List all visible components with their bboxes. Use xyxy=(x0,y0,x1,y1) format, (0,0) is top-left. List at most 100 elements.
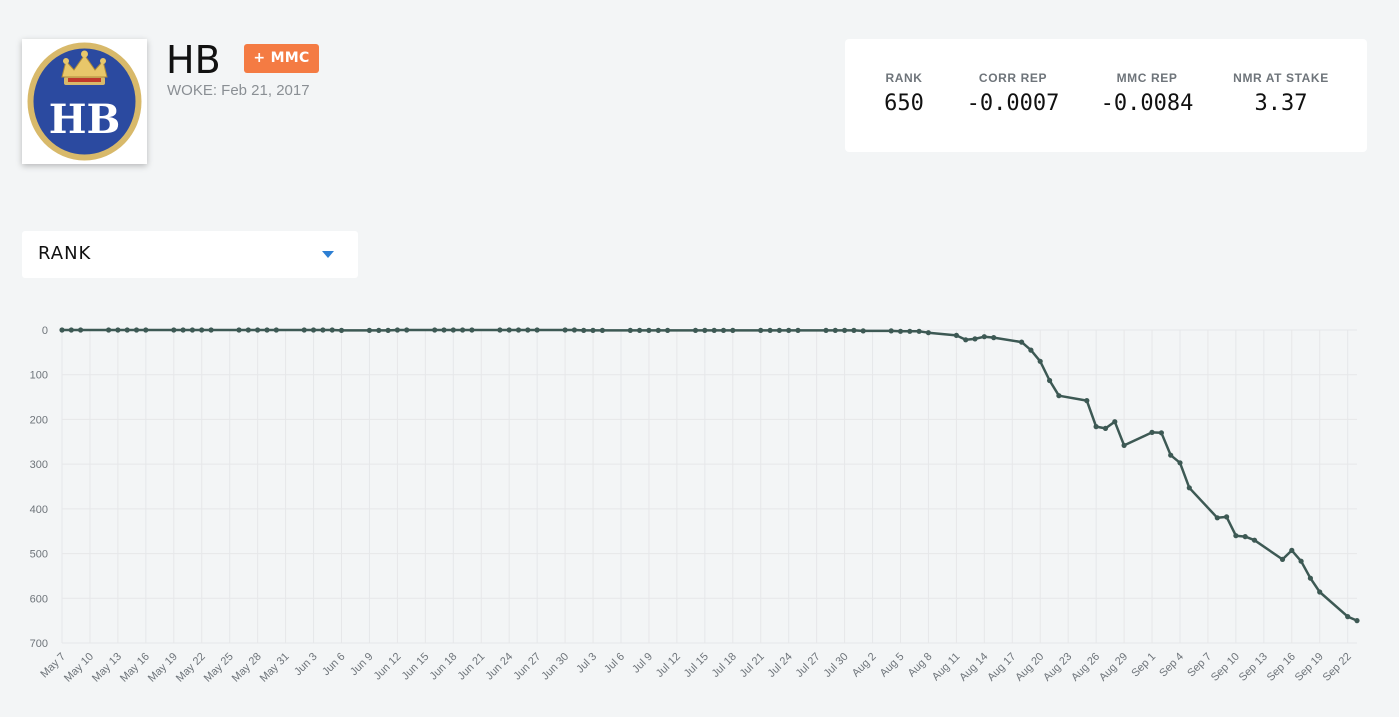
rank-point xyxy=(208,327,214,333)
x-tick-label: Aug 14 xyxy=(957,651,990,684)
x-tick-label: Jun 6 xyxy=(320,651,348,679)
x-tick-label: Aug 17 xyxy=(985,651,1018,684)
rank-point xyxy=(506,327,512,333)
rank-point xyxy=(692,327,699,333)
x-tick-label: Jun 12 xyxy=(372,651,404,683)
x-tick-label: Jul 12 xyxy=(654,651,683,680)
x-tick-label: Jun 21 xyxy=(456,651,488,683)
stat-rank-label: RANK xyxy=(885,71,923,85)
x-tick-label: May 28 xyxy=(230,651,264,685)
stat-nmr-at-stake: NMR AT STAKE 3.37 xyxy=(1225,71,1337,116)
rank-point xyxy=(581,327,587,333)
x-tick-label: Aug 5 xyxy=(878,651,907,680)
rank-point xyxy=(963,337,969,343)
rank-point xyxy=(590,327,596,333)
rank-point xyxy=(1298,558,1304,564)
x-tick-label: May 13 xyxy=(90,651,124,685)
x-tick-label: Sep 13 xyxy=(1237,651,1270,684)
rank-point xyxy=(972,336,978,342)
chevron-down-icon[interactable] xyxy=(322,251,334,258)
y-tick-label: 400 xyxy=(30,504,48,516)
rank-point xyxy=(1158,430,1164,436)
rank-point xyxy=(469,327,475,333)
rank-point xyxy=(1177,460,1183,466)
rank-point xyxy=(1307,575,1313,581)
x-tick-label: May 25 xyxy=(202,651,236,685)
rank-point xyxy=(730,327,736,333)
x-tick-label: Aug 2 xyxy=(850,651,879,680)
rank-point xyxy=(1242,534,1248,540)
rank-point xyxy=(1251,537,1258,543)
x-tick-label: Jul 24 xyxy=(766,651,795,680)
stat-mmc-rep-value: -0.0084 xyxy=(1100,91,1194,116)
rank-point xyxy=(776,327,783,333)
x-tick-label: Aug 29 xyxy=(1097,651,1130,684)
rank-point xyxy=(1102,425,1109,431)
stat-nmr-at-stake-label: NMR AT STAKE xyxy=(1233,71,1329,85)
rank-point xyxy=(264,327,270,333)
rank-point xyxy=(1056,393,1062,399)
rank-point xyxy=(1289,547,1295,553)
x-tick-label: May 19 xyxy=(146,651,180,685)
x-tick-label: Jun 18 xyxy=(428,651,460,683)
x-tick-label: Sep 16 xyxy=(1265,651,1298,684)
x-tick-label: Jul 21 xyxy=(738,651,767,680)
rank-point xyxy=(1093,424,1099,430)
rank-point xyxy=(637,327,643,333)
rank-point xyxy=(525,327,531,333)
rank-point xyxy=(767,327,773,333)
stat-corr-rep-label: CORR REP xyxy=(978,71,1048,85)
rank-point xyxy=(68,327,74,333)
rank-point xyxy=(832,327,838,333)
rank-line xyxy=(62,328,1358,622)
rank-point xyxy=(925,330,932,336)
rank-point xyxy=(338,327,345,333)
metric-select-value: RANK xyxy=(38,243,92,264)
rank-point xyxy=(1317,589,1323,595)
rank-point xyxy=(842,327,848,333)
rank-point xyxy=(888,328,894,334)
rank-point xyxy=(1028,347,1034,353)
rank-point xyxy=(515,327,522,333)
rank-point xyxy=(78,327,84,333)
rank-point xyxy=(1019,339,1025,345)
rank-point xyxy=(1214,515,1220,521)
metric-select[interactable]: RANK xyxy=(22,231,358,278)
x-tick-label: Jun 30 xyxy=(539,651,571,683)
y-tick-label: 200 xyxy=(30,414,48,426)
x-tick-label: Jul 6 xyxy=(602,651,627,676)
rank-point xyxy=(1186,485,1192,491)
model-avatar: HB xyxy=(22,39,147,164)
y-tick-label: 300 xyxy=(30,459,48,471)
rank-point xyxy=(404,327,410,333)
rank-point xyxy=(394,327,400,333)
rank-point xyxy=(320,327,326,333)
rank-point xyxy=(124,327,130,333)
x-tick-label: Jun 27 xyxy=(511,651,543,683)
rank-point xyxy=(441,327,447,333)
hb-logo-icon: HB xyxy=(27,42,142,161)
x-tick-label: Sep 22 xyxy=(1321,651,1354,684)
stat-corr-rep-value: -0.0007 xyxy=(966,91,1060,116)
rank-point xyxy=(1047,377,1053,384)
rank-point xyxy=(1224,514,1230,520)
x-tick-label: Sep 19 xyxy=(1293,651,1326,684)
x-tick-label: Jul 18 xyxy=(710,651,739,680)
rank-point xyxy=(720,327,727,333)
x-tick-label: Jul 9 xyxy=(630,651,655,676)
rank-point xyxy=(432,327,438,333)
rank-point xyxy=(571,327,578,333)
rank-point xyxy=(646,327,652,333)
rank-point xyxy=(329,327,335,333)
rank-point xyxy=(199,327,205,333)
rank-point xyxy=(460,327,466,333)
stats-card: RANK 650 CORR REP -0.0007 MMC REP -0.008… xyxy=(845,39,1367,152)
rank-point xyxy=(665,327,671,333)
rank-point xyxy=(1149,429,1155,435)
rank-point xyxy=(245,327,251,333)
rank-point xyxy=(1233,533,1239,539)
rank-point xyxy=(1279,556,1286,562)
rank-point xyxy=(627,327,633,333)
x-tick-label: May 10 xyxy=(62,651,96,685)
model-name: HB xyxy=(166,38,221,82)
